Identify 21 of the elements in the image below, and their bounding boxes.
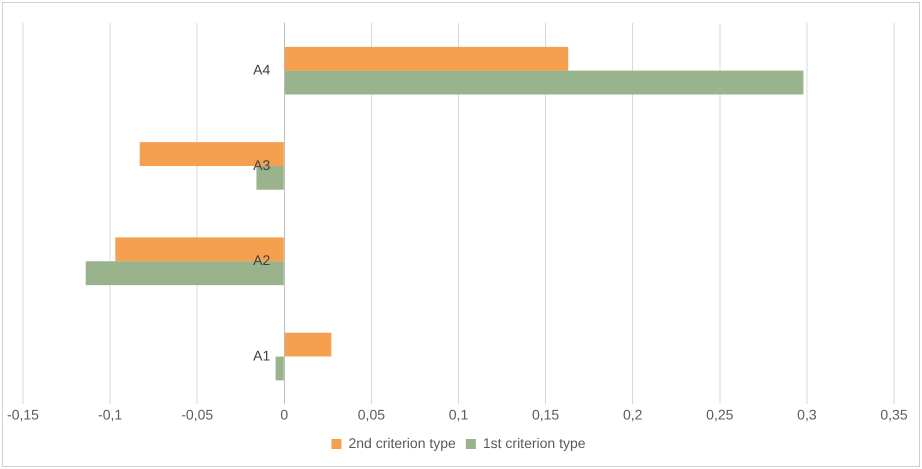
y-tick-label: A4 (253, 62, 271, 78)
x-tick-label: -0,1 (98, 406, 122, 422)
bar (284, 46, 568, 71)
bar (284, 332, 332, 357)
x-tick-label: 0,05 (358, 406, 386, 422)
x-tick-label: 0,1 (448, 406, 468, 422)
y-tick-label: A2 (253, 252, 271, 268)
x-tick-label: 0,3 (797, 406, 817, 422)
x-tick-label: 0,2 (622, 406, 643, 422)
legend-label: 1st criterion type (482, 434, 586, 451)
bar (284, 70, 804, 94)
legend-label: 2nd criterion type (348, 434, 456, 451)
x-tick-label: -0,05 (181, 406, 214, 422)
x-tick-label: 0,25 (706, 406, 734, 422)
y-tick-label: A1 (253, 347, 271, 364)
x-tick-label: -0,15 (7, 406, 40, 422)
x-tick-label: 0,15 (532, 406, 560, 422)
bar (276, 356, 284, 380)
y-tick-label: A3 (253, 156, 271, 173)
x-tick-label: 0,35 (880, 406, 908, 422)
x-tick-label: 0 (280, 406, 288, 422)
